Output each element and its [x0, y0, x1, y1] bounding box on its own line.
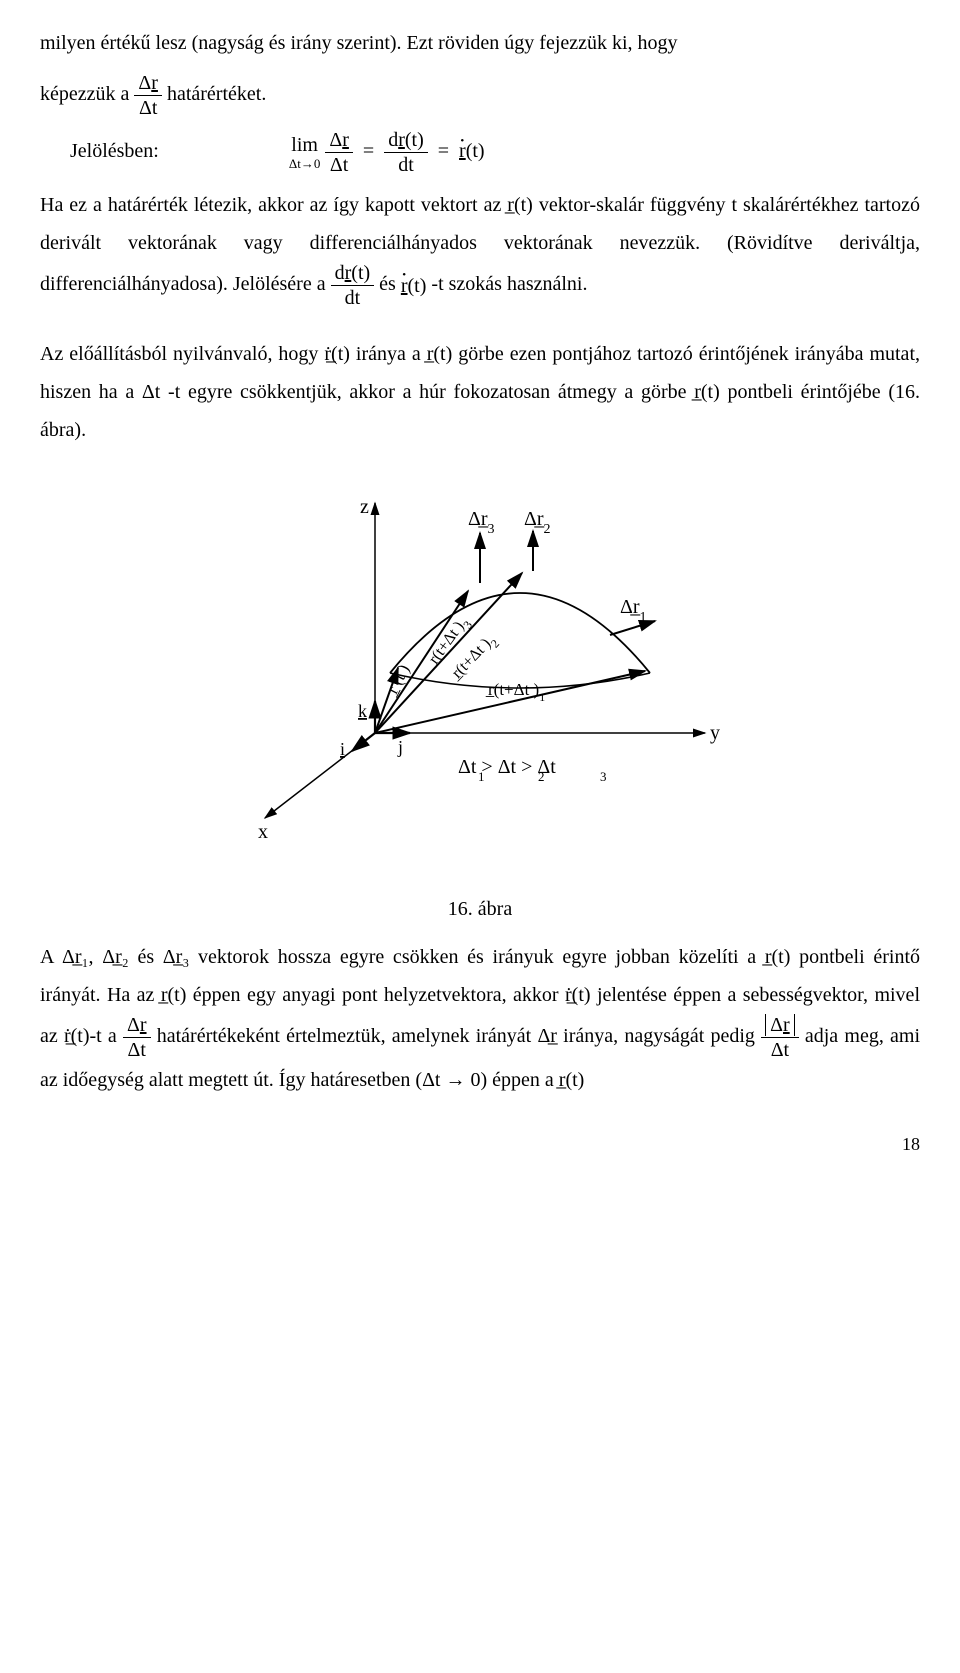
- page-number: 18: [40, 1127, 920, 1161]
- paragraph-4: Az előállításból nyilvánvaló, hogy ṙ̲(t…: [40, 335, 920, 449]
- figure-16: z y x k j i Δr̲3 Δr̲2 Δr̲1: [40, 473, 920, 866]
- paragraph-1b: képezzük a ΔrΔt határértéket.: [40, 72, 920, 119]
- axis-y-label: y: [710, 722, 720, 744]
- limit-formula: limΔt→0 ΔrΔt = dr(t)dt = r(t): [289, 129, 485, 176]
- text: Az előállításból nyilvánvaló, hogy ṙ̲(t…: [40, 343, 920, 441]
- text: határértékeként értelmeztük, amelynek ir…: [157, 1025, 761, 1047]
- paragraph-3: Ha ez a határérték létezik, akkor az így…: [40, 186, 920, 309]
- dr3-label: Δr̲3: [468, 508, 495, 537]
- text: képezzük a: [40, 83, 134, 105]
- text: 16. ábra: [448, 898, 512, 920]
- ineq-s2: 2: [538, 769, 545, 784]
- axis-x-label: x: [258, 821, 268, 843]
- rdot-t: r(t): [401, 267, 427, 305]
- paragraph-5: A Δr̲₁, Δr̲₂ és Δr̲₃ vektorok hossza egy…: [40, 938, 920, 1099]
- paragraph-2: Jelölésben: limΔt→0 ΔrΔt = dr(t)dt = r(t…: [40, 129, 920, 176]
- text: és: [379, 273, 401, 295]
- unit-j: j: [397, 737, 403, 757]
- text: -t szokás használni.: [431, 273, 587, 295]
- figure-caption: 16. ábra: [40, 890, 920, 928]
- text: milyen értékű lesz (nagyság és irány sze…: [40, 32, 678, 54]
- frac-dr-dt-2: ΔrΔt: [123, 1014, 151, 1061]
- ineq-s1: 1: [478, 769, 485, 784]
- drt-dt: dr(t)dt: [331, 262, 375, 309]
- frac-dr-dt: ΔrΔt: [134, 72, 162, 119]
- dr1-label: Δr̲1: [620, 596, 647, 625]
- text: Jelölésben:: [70, 140, 159, 162]
- ineq-s3: 3: [600, 769, 607, 784]
- frac-absdr-dt: ΔrΔt: [761, 1014, 799, 1061]
- paragraph-1: milyen értékű lesz (nagyság és irány sze…: [40, 24, 920, 62]
- dr2-label: Δr̲2: [524, 508, 551, 537]
- text: határértéket.: [167, 83, 266, 105]
- axis-z-label: z: [360, 496, 369, 518]
- unit-k: k: [358, 701, 367, 721]
- unit-i: i: [340, 739, 345, 759]
